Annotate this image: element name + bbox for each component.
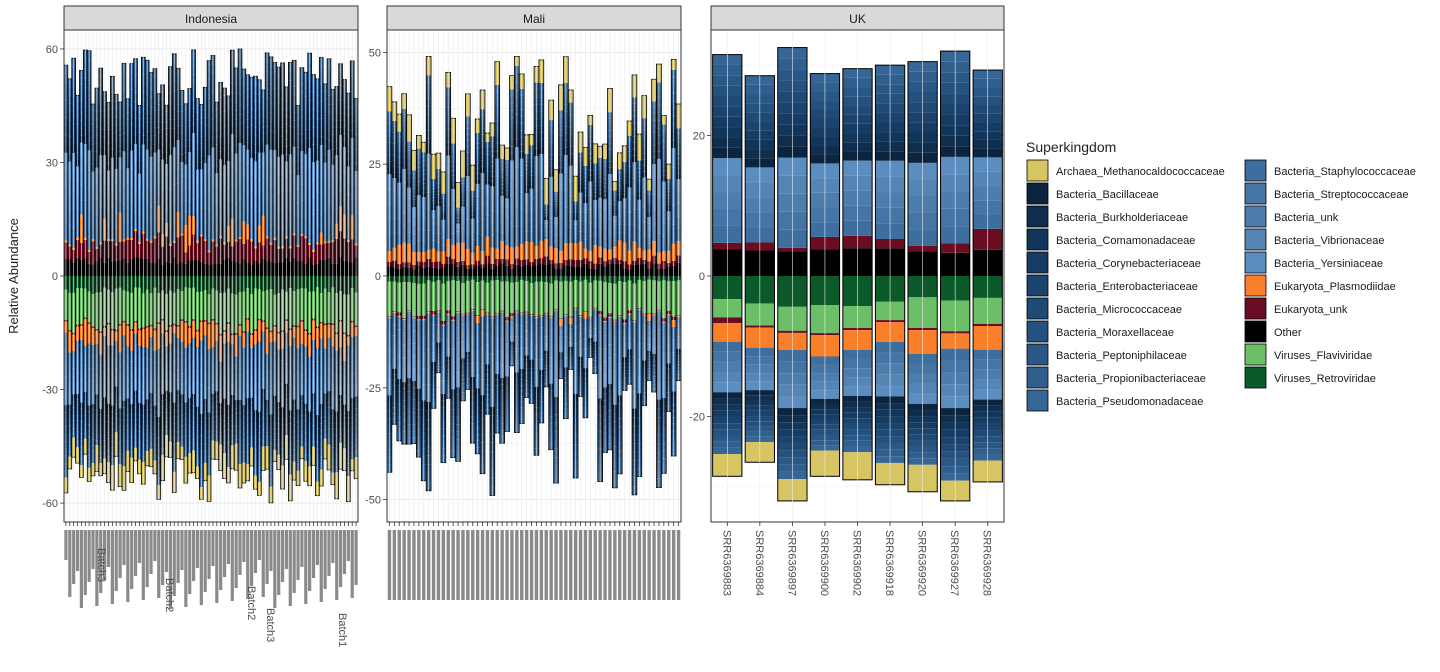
bars bbox=[63, 48, 359, 504]
panel-indonesia: Indonesia 60 30 0 -30 -60 Batch3 Batch2 Batch2 Ba… bbox=[42, 5, 359, 647]
y-tick-label: 30 bbox=[46, 157, 58, 169]
y-tick-label: -60 bbox=[42, 498, 58, 510]
x-tick-label: Batch3 bbox=[95, 548, 107, 582]
x-tick-label: Batch1 bbox=[336, 613, 348, 647]
x-tick-label: Batch2 bbox=[163, 578, 175, 612]
y-tick-label: 0 bbox=[52, 271, 58, 283]
facet-title: Indonesia bbox=[185, 12, 237, 26]
y-tick-label: -30 bbox=[42, 385, 58, 397]
x-tick-label: Batch2 bbox=[245, 586, 257, 620]
x-tick-labels-overlapping bbox=[64, 530, 358, 609]
facet-title: Mali bbox=[523, 12, 545, 26]
x-tick-label: Batch3 bbox=[264, 608, 276, 642]
bars bbox=[386, 56, 682, 496]
panels-layer: Indonesia 60 30 0 -30 -60 Batch3 Batch2 Batch2 Ba… bbox=[42, 5, 1005, 647]
facet-strip bbox=[63, 5, 359, 31]
y-tick-label: 60 bbox=[46, 44, 58, 56]
